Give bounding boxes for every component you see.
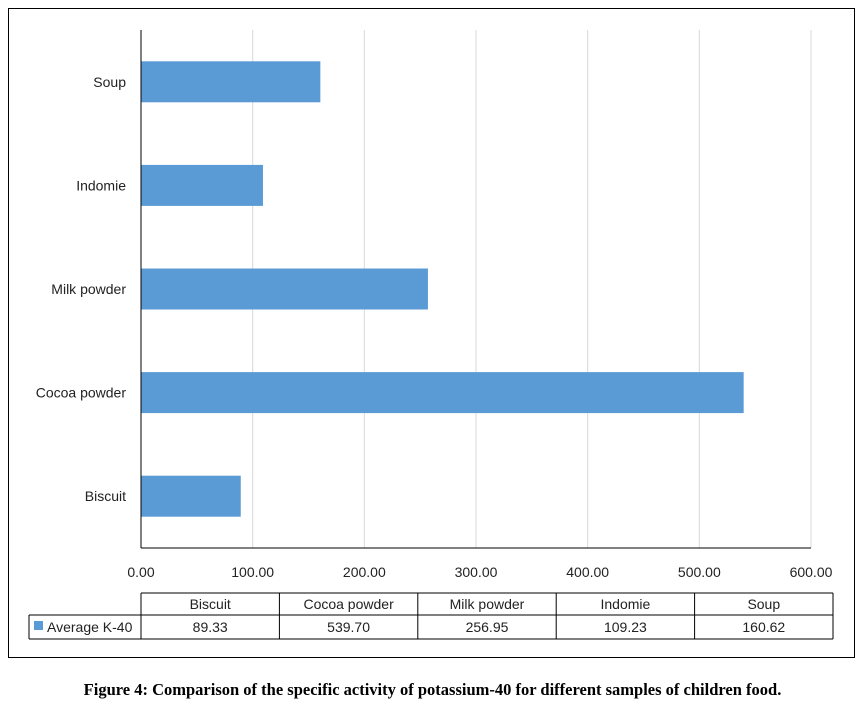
table-value-cell: 539.70 bbox=[327, 619, 370, 635]
figure-caption: Figure 4: Comparison of the specific act… bbox=[83, 680, 782, 699]
table-header-cell: Biscuit bbox=[190, 596, 231, 612]
bar-biscuit bbox=[141, 475, 241, 517]
bar-soup bbox=[141, 61, 321, 103]
x-tick-label: 300.00 bbox=[455, 564, 498, 580]
x-tick-label: 400.00 bbox=[566, 564, 609, 580]
table-header-cell: Soup bbox=[747, 596, 780, 612]
category-label: Soup bbox=[93, 74, 126, 90]
category-label: Cocoa powder bbox=[36, 385, 127, 401]
data-table: Biscuit 89.33 Cocoa powder 539.70 Milk powde… bbox=[28, 592, 834, 640]
table-value-cell: 89.33 bbox=[193, 619, 228, 635]
category-label: Biscuit bbox=[85, 488, 126, 504]
axes bbox=[140, 30, 811, 549]
x-tick-labels: 0.00 100.00 200.00 300.00 400.00 500.00 600.00 bbox=[127, 564, 832, 580]
legend-swatch bbox=[34, 621, 43, 630]
category-labels: Biscuit Cocoa powder Milk powder Indomie Sou… bbox=[36, 74, 127, 504]
table-value-cell: 256.95 bbox=[466, 619, 509, 635]
x-tick-label: 100.00 bbox=[231, 564, 274, 580]
chart-frame bbox=[8, 8, 855, 658]
gridlines bbox=[252, 30, 812, 548]
x-tick-label: 200.00 bbox=[343, 564, 386, 580]
table-header-cell: Milk powder bbox=[450, 596, 525, 612]
category-label: Milk powder bbox=[51, 281, 126, 297]
table-header-cell: Cocoa powder bbox=[303, 596, 394, 612]
bar-cocoa-powder bbox=[141, 372, 744, 414]
x-tick-label: 0.00 bbox=[127, 564, 154, 580]
category-label: Indomie bbox=[76, 177, 126, 193]
table-value-cell: 160.62 bbox=[742, 619, 785, 635]
table-value-cell: 109.23 bbox=[604, 619, 647, 635]
x-tick-label: 500.00 bbox=[678, 564, 721, 580]
table-header-cell: Indomie bbox=[600, 596, 650, 612]
bar-indomie bbox=[141, 164, 263, 206]
legend-series-name: Average K-40 bbox=[47, 619, 133, 635]
x-tick-label: 600.00 bbox=[790, 564, 833, 580]
bars bbox=[141, 61, 744, 517]
bar-milk-powder bbox=[141, 268, 428, 310]
